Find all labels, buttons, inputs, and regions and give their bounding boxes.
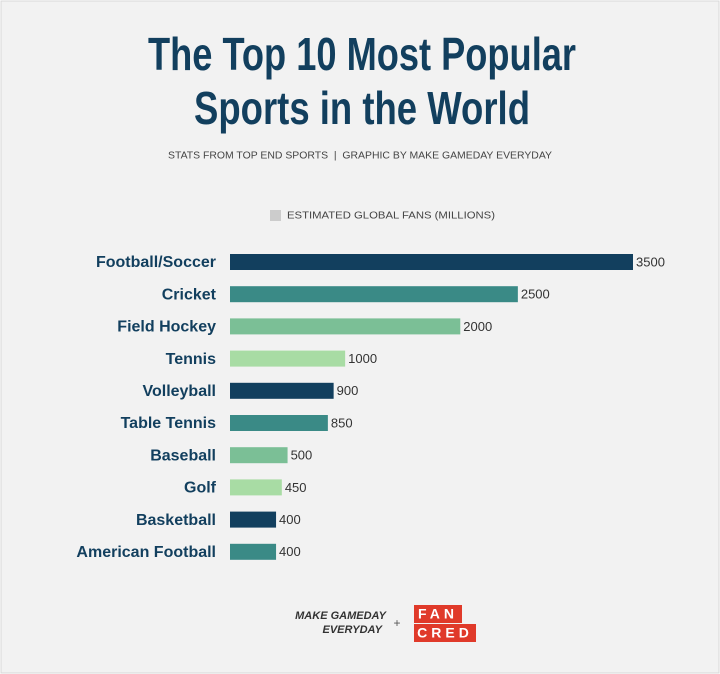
- category-label: Football/Soccer: [96, 254, 216, 271]
- category-label: Tennis: [166, 351, 216, 368]
- value-label: 2000: [463, 319, 492, 334]
- value-label: 1000: [348, 351, 377, 366]
- logo-text: CRED: [417, 625, 473, 641]
- value-label: 450: [285, 480, 307, 495]
- legend-swatch: [270, 210, 281, 221]
- category-label: Field Hockey: [117, 319, 216, 336]
- footer-brand: MAKE GAMEDAY: [295, 610, 388, 622]
- bar: [230, 543, 277, 560]
- bar: [230, 415, 328, 431]
- bar: [230, 382, 334, 399]
- category-label: Table Tennis: [121, 415, 217, 432]
- value-label: 900: [337, 383, 359, 398]
- footer-plus: +: [393, 616, 400, 630]
- bar: [230, 447, 288, 464]
- category-label: Golf: [184, 480, 217, 497]
- category-label: American Football: [76, 544, 216, 561]
- bar: [230, 318, 461, 335]
- category-label: Baseball: [150, 447, 216, 464]
- footer-brand: EVERYDAY: [322, 624, 383, 636]
- category-label: Basketball: [136, 512, 216, 529]
- bar: [230, 286, 518, 303]
- chart-title: The Top 10 Most Popular: [148, 28, 576, 80]
- value-label: 400: [279, 512, 301, 527]
- value-label: 850: [331, 415, 353, 430]
- value-label: 500: [291, 448, 313, 463]
- value-label: 3500: [636, 254, 665, 269]
- subtitle: STATS FROM TOP END SPORTS | GRAPHIC BY M…: [168, 151, 552, 162]
- bar: [230, 350, 346, 367]
- chart-title: Sports in the World: [194, 82, 530, 134]
- category-label: Volleyball: [142, 383, 216, 400]
- bar: [230, 479, 282, 496]
- bar: [230, 254, 633, 270]
- bar: [230, 511, 277, 528]
- value-label: 2500: [521, 287, 550, 302]
- value-label: 400: [279, 544, 301, 559]
- category-label: Cricket: [162, 286, 217, 303]
- logo-text: FAN: [418, 606, 458, 622]
- legend-label: ESTIMATED GLOBAL FANS (MILLIONS): [287, 211, 495, 222]
- logo-box: [414, 624, 476, 642]
- logo-box: [414, 605, 462, 623]
